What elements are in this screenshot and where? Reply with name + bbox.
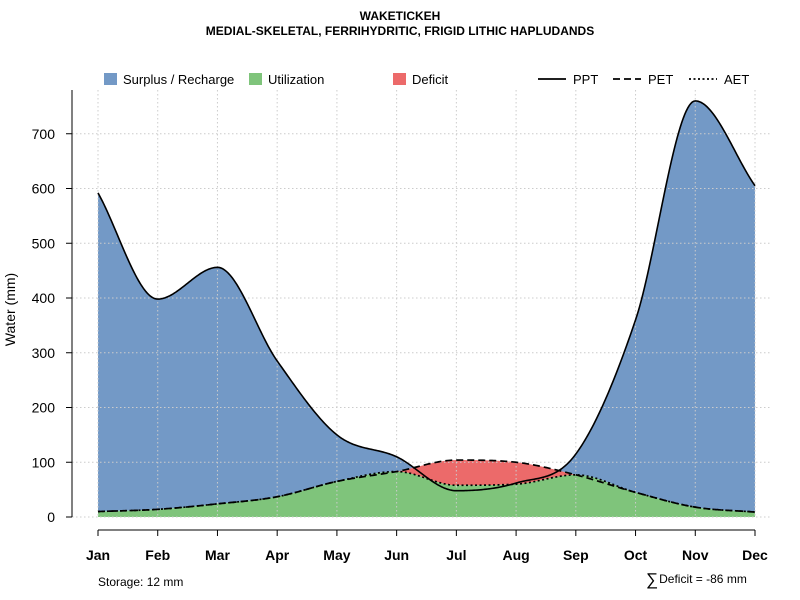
y-tick-label: 0 (47, 509, 55, 525)
series-lines (97, 100, 756, 513)
chart-title: WAKETICKEH (359, 9, 441, 23)
grid-lines (72, 90, 770, 518)
x-tick-label: Apr (265, 547, 290, 563)
legend-label: PPT (573, 72, 598, 87)
deficit-note-text: Deficit = -86 mm (659, 572, 747, 586)
legend: Surplus / Recharge Utilization Deficit PPT P… (104, 72, 749, 87)
utilization-area (98, 471, 755, 517)
y-tick-label: 400 (32, 290, 56, 306)
x-tick-label: Jan (86, 547, 110, 563)
x-tick-label: Feb (145, 547, 170, 563)
sigma-icon: ∑ (646, 570, 659, 589)
x-tick-label: May (323, 547, 350, 563)
y-tick-label: 600 (32, 181, 56, 197)
storage-note: Storage: 12 mm (98, 575, 184, 589)
legend-label: Utilization (268, 72, 324, 87)
chart-subtitle: MEDIAL-SKELETAL, FERRIHYDRITIC, FRIGID L… (205, 24, 595, 38)
series-line-pet (97, 459, 756, 513)
series-line-ppt (97, 100, 756, 492)
x-tick-label: Mar (205, 547, 230, 563)
x-tick-label: Sep (563, 547, 589, 563)
legend-label: PET (648, 72, 673, 87)
legend-label: Deficit (412, 72, 449, 87)
surplus-area (98, 100, 755, 513)
deficit-area (98, 460, 755, 513)
x-tick-label: Aug (502, 547, 529, 563)
x-tick-label: Dec (742, 547, 768, 563)
legend-swatch (393, 73, 406, 85)
legend-label: Surplus / Recharge (123, 72, 234, 87)
legend-label: AET (724, 72, 749, 87)
legend-swatch (104, 73, 117, 85)
y-tick-label: 100 (32, 454, 56, 470)
y-tick-label: 500 (32, 235, 56, 251)
legend-swatch (249, 73, 262, 85)
y-tick-label: 200 (32, 400, 56, 416)
y-tick-label: 300 (32, 345, 56, 361)
x-tick-label: Jun (384, 547, 409, 563)
x-tick-label: Oct (624, 547, 648, 563)
area-fills (98, 100, 755, 517)
x-tick-label: Jul (446, 547, 466, 563)
axes: 0 100 200 300 400 500 600 700 Jan Feb Mar Apr May Jun… (2, 90, 768, 563)
x-tick-label: Nov (682, 547, 709, 563)
series-line-aet (97, 470, 756, 513)
y-axis-label: Water (mm) (2, 273, 18, 346)
y-tick-label: 700 (32, 126, 56, 142)
deficit-note: ∑Deficit = -86 mm (646, 570, 747, 590)
